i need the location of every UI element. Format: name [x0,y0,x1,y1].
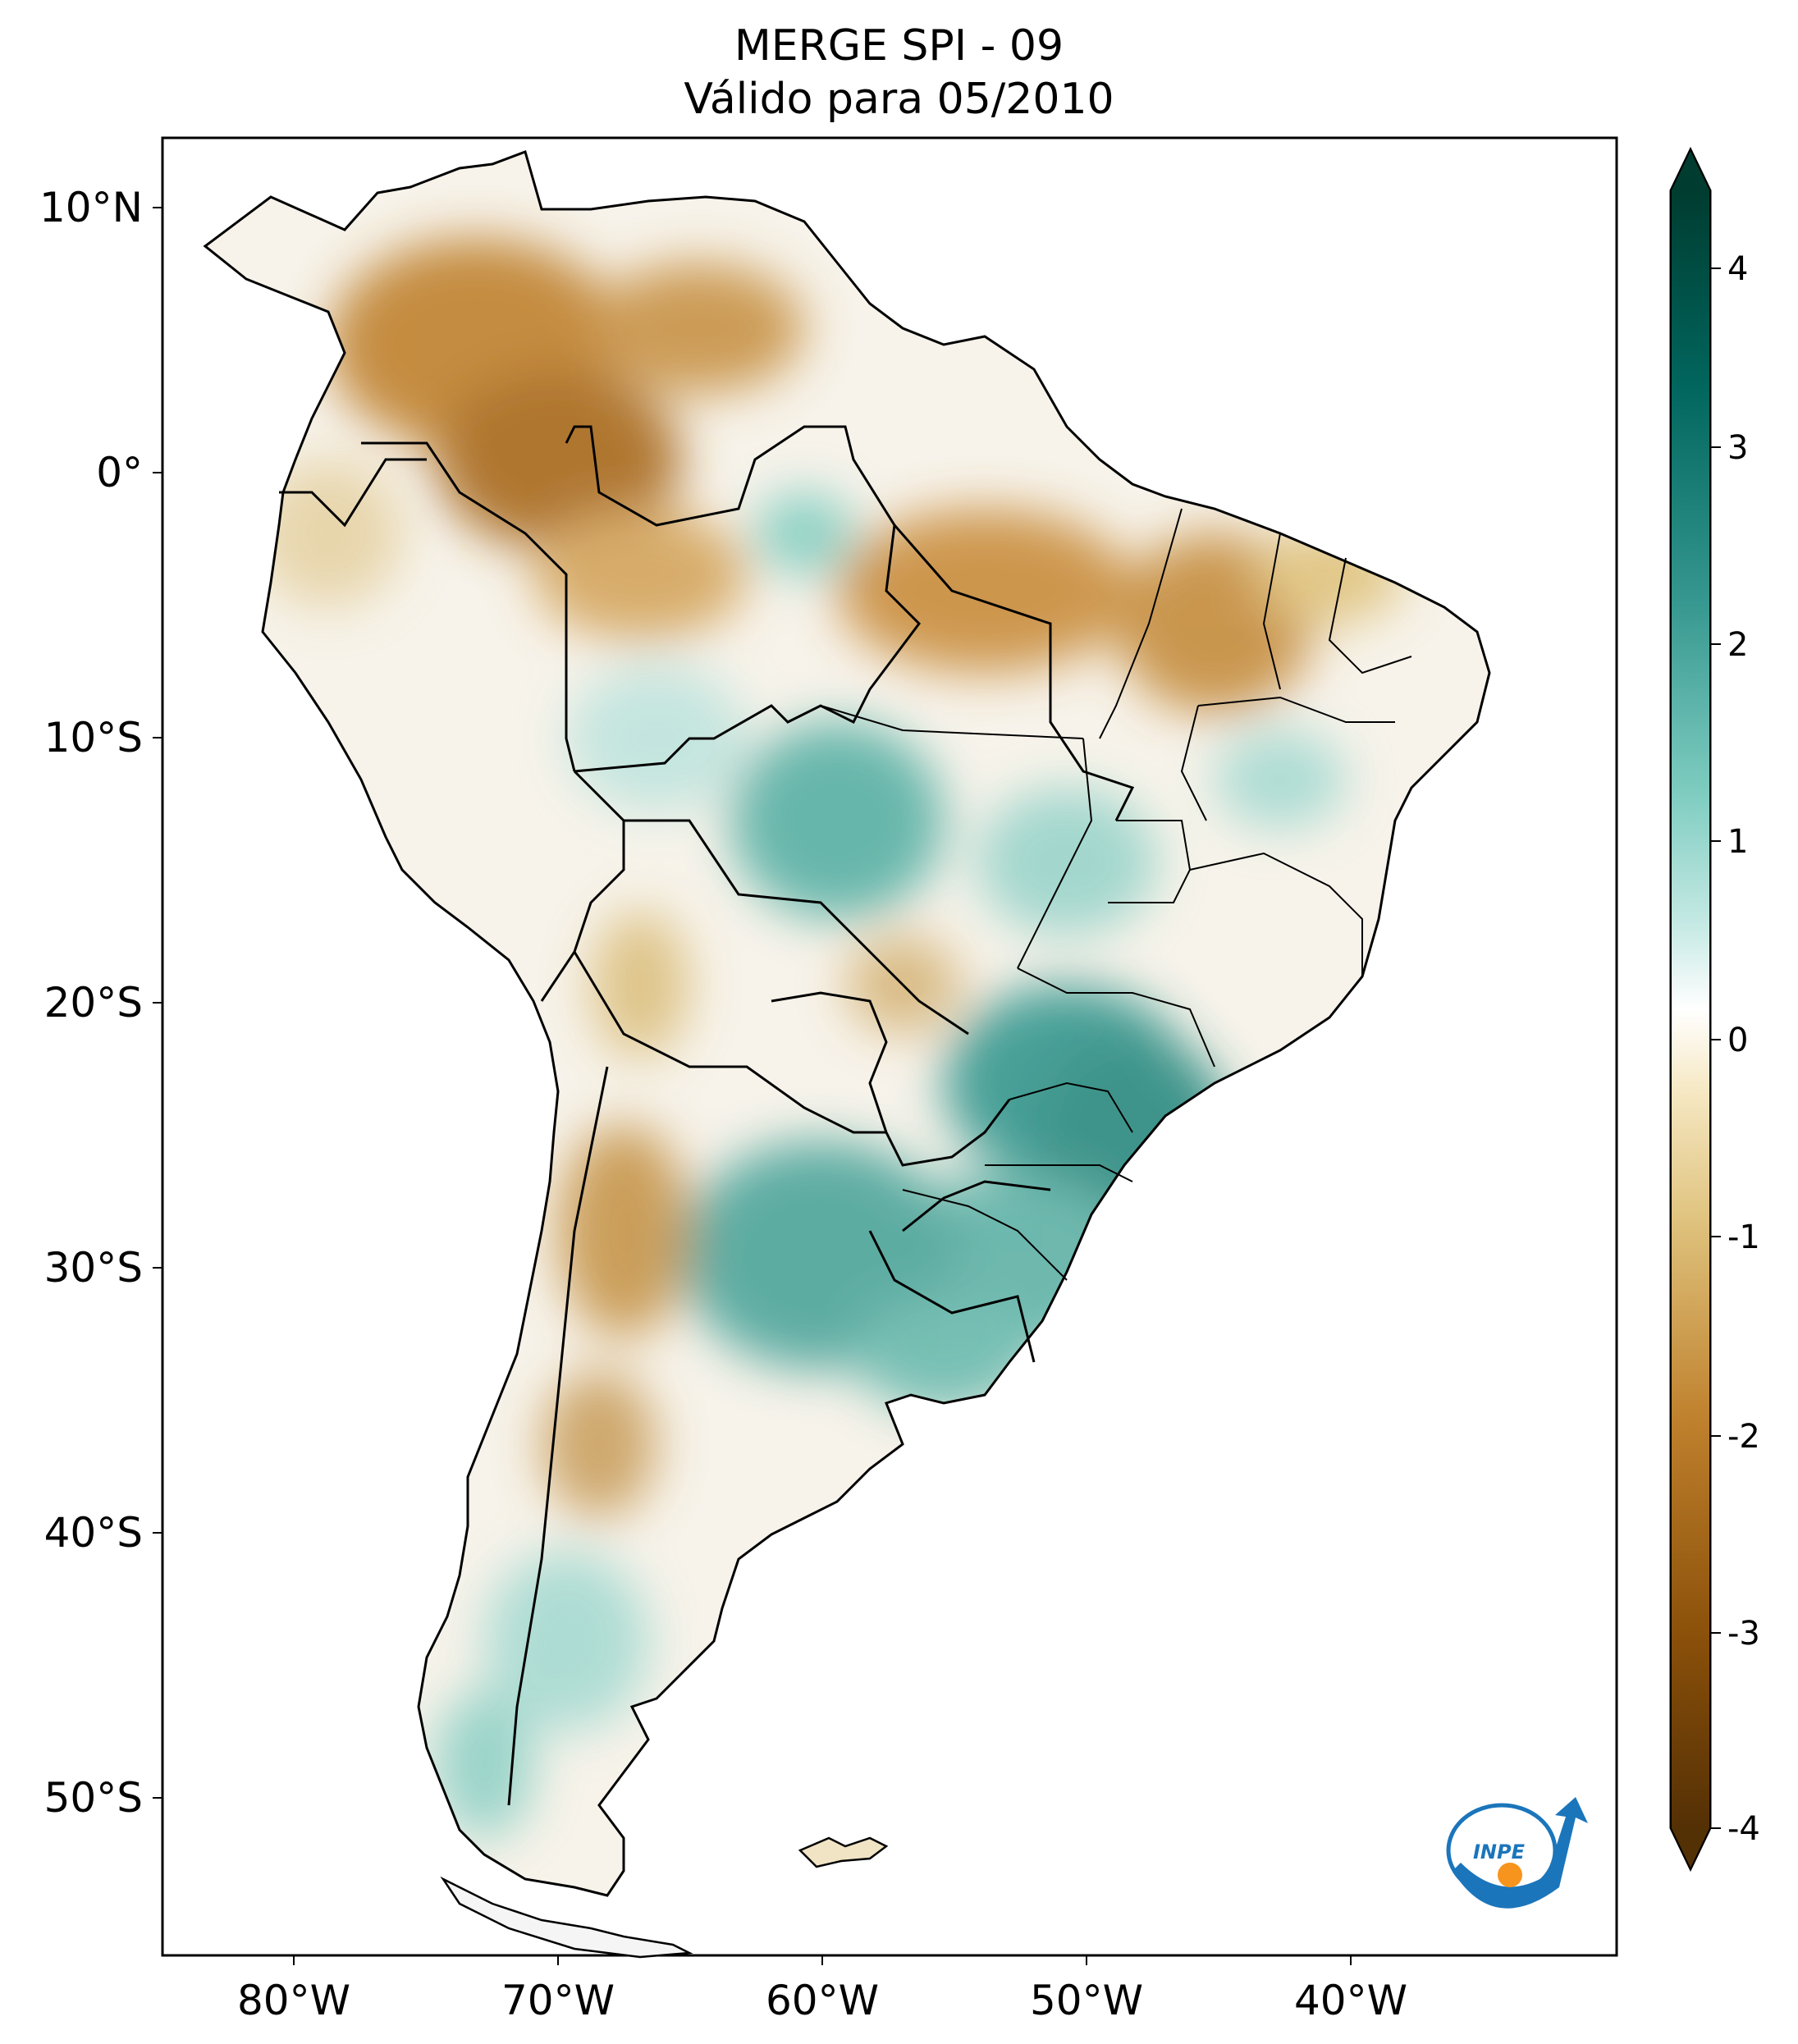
inpe-logo-text: INPE [1473,1841,1526,1863]
lat-tick-label: 30°S [44,1244,143,1292]
colorbar-tick-label: -4 [1727,1810,1760,1848]
lon-tick-label: 80°W [237,1977,350,2024]
colorbar-tick-label: 2 [1727,626,1748,664]
lon-tick-label: 50°W [1030,1977,1143,2024]
lat-tick-label: 40°S [44,1509,143,1557]
colorbar-tick-label: -3 [1727,1615,1760,1653]
lon-axis [293,1955,1352,1965]
tierra-del-fuego [440,1876,693,1959]
lon-tick-label: 60°W [766,1977,879,2024]
colorbar-tick-label: 4 [1727,250,1748,288]
colorbar-tick-label: 1 [1727,823,1748,861]
state-borders [787,508,1412,1281]
country-borders [279,425,1135,1806]
lat-tick-label: 10°N [39,184,143,231]
lon-tick-label: 70°W [501,1977,615,2024]
lat-tick-label: 0° [96,449,143,496]
lon-tick-label: 40°W [1294,1977,1407,2024]
colorbar-tick-label: 0 [1727,1022,1748,1059]
map-subtitle: Válido para 05/2010 [684,75,1114,124]
colorbar-tick-label: -2 [1727,1418,1760,1456]
inpe-logo: INPE [1446,1797,1588,1909]
lat-tick-label: 20°S [44,979,143,1027]
map-title: MERGE SPI - 09 [734,21,1064,71]
colorbar-tick-label: -1 [1727,1219,1760,1256]
falkland-islands [798,1836,889,1868]
colorbar: 4 3 2 1 0 -1 -2 -3 -4 [1669,146,1760,1873]
colorbar-tick-label: 3 [1727,429,1748,467]
lat-tick-label: 10°S [44,714,143,761]
lat-axis [153,207,162,1799]
lat-tick-label: 50°S [44,1774,143,1822]
